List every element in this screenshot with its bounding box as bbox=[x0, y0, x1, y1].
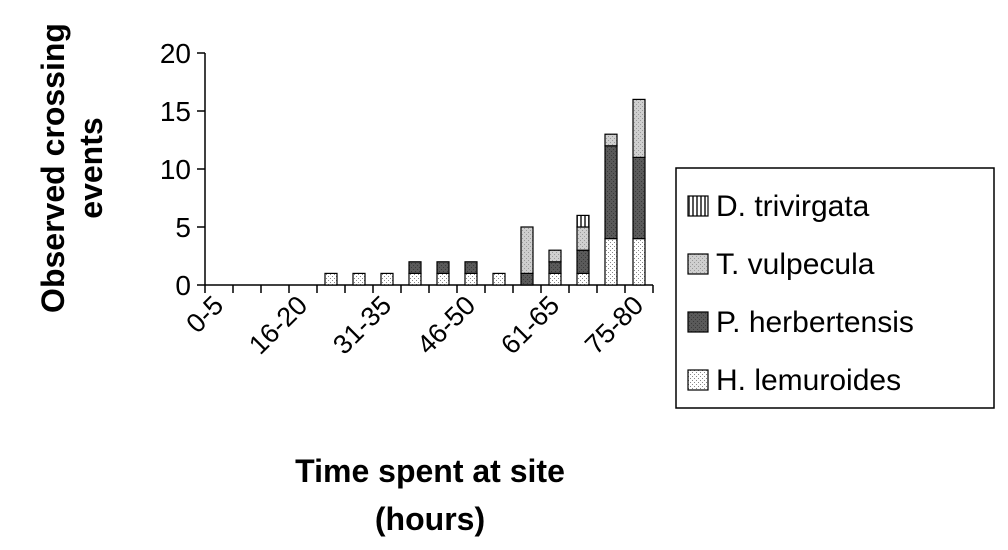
bar-segment bbox=[604, 133, 618, 147]
legend-label: T. vulpecula bbox=[716, 248, 875, 281]
x-tick-label: 31-35 bbox=[327, 290, 397, 360]
y-tick-label: 0 bbox=[175, 270, 191, 301]
bar-segment bbox=[548, 272, 562, 286]
bar-segment bbox=[576, 249, 590, 274]
legend-label: H. lemuroides bbox=[716, 364, 901, 397]
bar-segment bbox=[576, 272, 590, 286]
legend: D. trivirgata T. vulpecula P. herbertensis… bbox=[675, 167, 995, 409]
bar-segment bbox=[520, 226, 534, 275]
legend-swatch bbox=[687, 195, 709, 217]
bar-segment bbox=[352, 272, 366, 286]
bar-segment bbox=[604, 238, 618, 286]
x-axis-title: Time spent at site bbox=[295, 453, 565, 489]
bar-segment bbox=[436, 272, 450, 286]
legend-label: P. herbertensis bbox=[716, 306, 914, 339]
y-axis-title-line: Observed crossing bbox=[35, 23, 71, 313]
legend-box bbox=[675, 167, 995, 409]
y-tick-label: 15 bbox=[160, 96, 191, 127]
y-tick-label: 10 bbox=[160, 154, 191, 185]
bar-segment bbox=[632, 238, 646, 286]
bar-segment bbox=[576, 214, 590, 228]
x-tick-label: 16-20 bbox=[243, 290, 313, 360]
bar-segment bbox=[324, 272, 338, 286]
x-axis-title: (hours) bbox=[375, 501, 485, 537]
x-tick-label: 61-65 bbox=[495, 290, 565, 360]
bar-segment bbox=[464, 261, 478, 274]
y-axis-title: Observed crossingevents bbox=[35, 23, 109, 313]
bar-segment bbox=[548, 249, 562, 263]
bar-segment bbox=[548, 261, 562, 274]
bar-segment bbox=[604, 145, 618, 240]
x-tick-label: 46-50 bbox=[411, 290, 481, 360]
bar-segment bbox=[436, 261, 450, 274]
bar-segment bbox=[380, 272, 394, 286]
bar-segment bbox=[408, 261, 422, 274]
bar-segment bbox=[464, 272, 478, 286]
legend-swatch bbox=[687, 369, 709, 391]
bars bbox=[324, 98, 646, 286]
bar-segment bbox=[408, 272, 422, 286]
bar-segment bbox=[632, 98, 646, 159]
x-tick-label: 75-80 bbox=[579, 290, 649, 360]
bar-segment bbox=[492, 272, 506, 286]
y-tick-label: 5 bbox=[175, 212, 191, 243]
legend-swatch bbox=[687, 311, 709, 333]
bar-segment bbox=[576, 226, 590, 251]
y-axis-title-line: events bbox=[73, 117, 109, 218]
legend-swatch bbox=[687, 253, 709, 275]
bar-segment bbox=[632, 156, 646, 240]
bar-segment bbox=[520, 272, 534, 286]
legend-label: D. trivirgata bbox=[716, 190, 870, 223]
y-tick-label: 20 bbox=[160, 38, 191, 69]
